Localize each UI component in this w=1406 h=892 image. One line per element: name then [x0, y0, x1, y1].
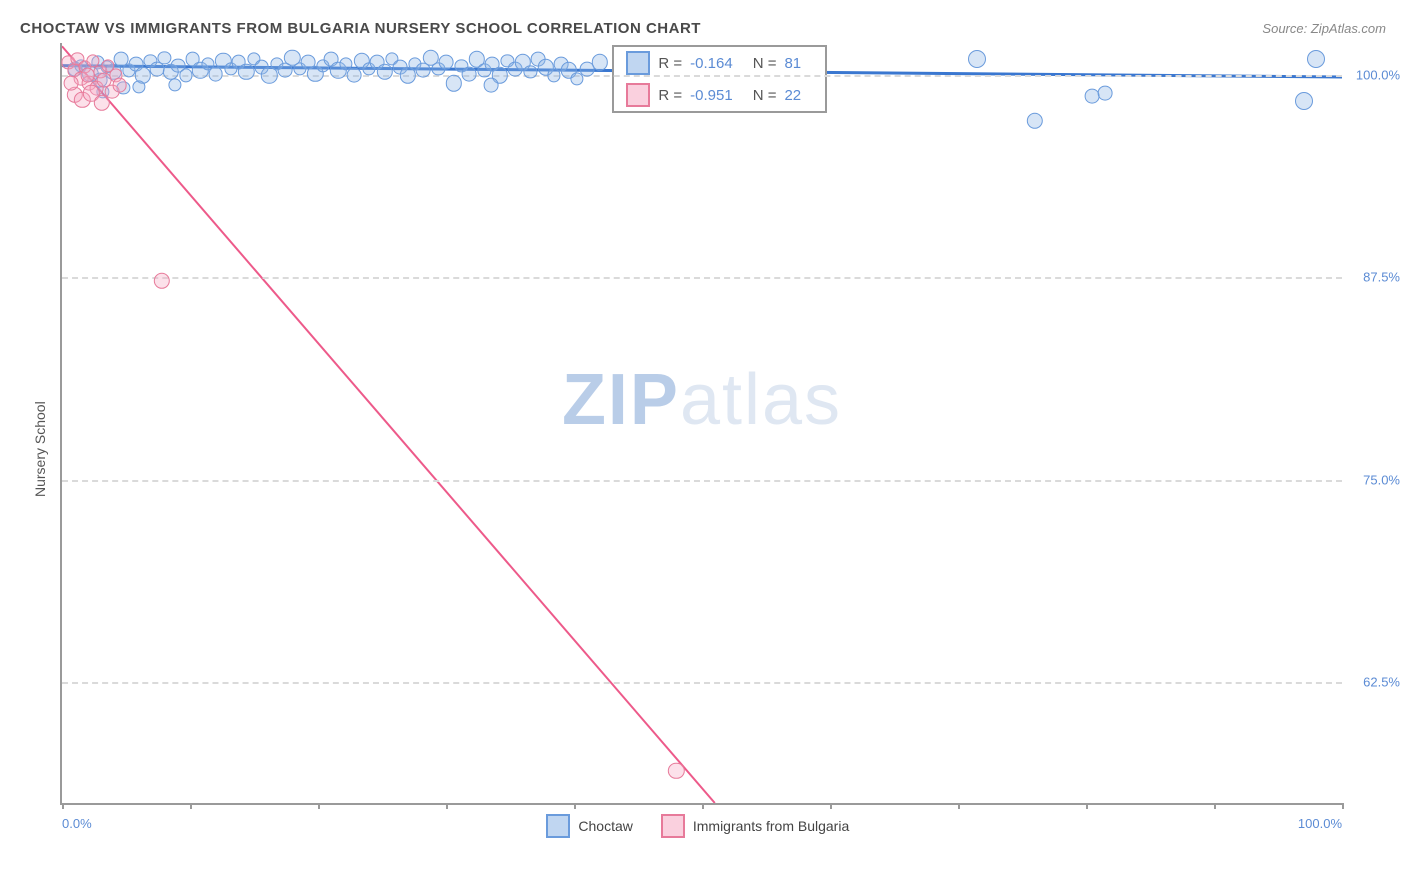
scatter-marker — [168, 78, 181, 91]
stat-r-label: R = — [658, 55, 682, 72]
stat-r-value: -0.164 — [690, 55, 733, 72]
scatter-marker — [462, 66, 477, 81]
legend-swatch — [661, 814, 685, 838]
scatter-marker — [483, 78, 498, 93]
chart-title: CHOCTAW VS IMMIGRANTS FROM BULGARIA NURS… — [20, 20, 701, 37]
scatter-marker — [445, 75, 461, 91]
series-swatch — [626, 51, 650, 75]
x-tick-label: 0.0% — [62, 816, 92, 831]
watermark-bold: ZIP — [562, 360, 680, 440]
scatter-marker — [180, 69, 193, 82]
scatter-marker — [158, 51, 171, 64]
scatter-marker — [668, 762, 684, 778]
scatter-marker — [968, 50, 986, 68]
watermark-light: atlas — [680, 360, 842, 440]
x-tick — [830, 803, 832, 809]
scatter-marker — [1027, 112, 1043, 128]
y-tick-label: 62.5% — [1363, 674, 1400, 689]
stat-n-label: N = — [753, 87, 777, 104]
x-tick — [702, 803, 704, 809]
scatter-marker — [416, 63, 431, 78]
chart-container: CHOCTAW VS IMMIGRANTS FROM BULGARIA NURS… — [20, 20, 1386, 872]
stats-row: R = -0.951 N = 22 — [614, 79, 825, 111]
stats-row: R = -0.164 N = 81 — [614, 47, 825, 79]
legend-swatch — [546, 814, 570, 838]
scatter-marker — [1307, 50, 1325, 68]
x-tick-label: 100.0% — [1298, 816, 1342, 831]
gridline-h — [62, 75, 1342, 77]
x-tick — [62, 803, 64, 809]
scatter-marker — [346, 68, 361, 83]
scatter-marker — [64, 76, 79, 91]
series-swatch — [626, 83, 650, 107]
legend-item: Choctaw — [546, 814, 632, 838]
legend-label: Choctaw — [578, 818, 632, 834]
plot-area: ZIPatlas R =-0.164N =81R =-0.951N =22 10… — [60, 43, 1342, 805]
scatter-marker — [439, 55, 454, 70]
y-tick-label: 100.0% — [1356, 68, 1400, 83]
legend: Choctaw Immigrants from Bulgaria — [546, 814, 849, 838]
scatter-marker — [93, 95, 109, 111]
scatter-marker — [80, 68, 95, 83]
gridline-h — [62, 480, 1342, 482]
scatter-marker — [376, 64, 392, 80]
x-tick — [190, 803, 192, 809]
y-tick-label: 75.0% — [1363, 472, 1400, 487]
x-tick — [318, 803, 320, 809]
scatter-marker — [277, 63, 292, 78]
stat-r-value: -0.951 — [690, 87, 733, 104]
stats-box: R = -0.164 N = 81 R = -0.951 N = 22 — [612, 45, 827, 113]
source-label: Source: — [1262, 21, 1307, 36]
y-tick-label: 87.5% — [1363, 270, 1400, 285]
stat-r-label: R = — [658, 87, 682, 104]
source-name: ZipAtlas.com — [1311, 21, 1386, 36]
scatter-marker — [208, 66, 223, 81]
scatter-marker — [1098, 86, 1113, 101]
gridline-h — [62, 682, 1342, 684]
legend-item: Immigrants from Bulgaria — [661, 814, 849, 838]
x-tick — [958, 803, 960, 809]
gridline-h — [62, 277, 1342, 279]
scatter-marker — [238, 64, 254, 80]
scatter-marker — [591, 54, 607, 70]
stat-n-label: N = — [753, 55, 777, 72]
scatter-marker — [112, 78, 127, 93]
x-tick — [1342, 803, 1344, 809]
x-tick — [446, 803, 448, 809]
scatter-marker — [1295, 92, 1313, 110]
y-axis-title: Nursery School — [32, 401, 48, 497]
stat-n-value: 81 — [784, 55, 801, 72]
source-attribution: Source: ZipAtlas.com — [1262, 21, 1386, 36]
x-tick — [574, 803, 576, 809]
trend-lines-svg — [62, 43, 1342, 803]
x-tick — [1214, 803, 1216, 809]
scatter-marker — [132, 80, 145, 93]
scatter-marker — [154, 272, 170, 288]
legend-label: Immigrants from Bulgaria — [693, 818, 849, 834]
x-tick — [1086, 803, 1088, 809]
stat-n-value: 22 — [784, 87, 801, 104]
trend-line — [62, 46, 715, 803]
watermark: ZIPatlas — [562, 359, 842, 441]
title-row: CHOCTAW VS IMMIGRANTS FROM BULGARIA NURS… — [20, 20, 1386, 37]
